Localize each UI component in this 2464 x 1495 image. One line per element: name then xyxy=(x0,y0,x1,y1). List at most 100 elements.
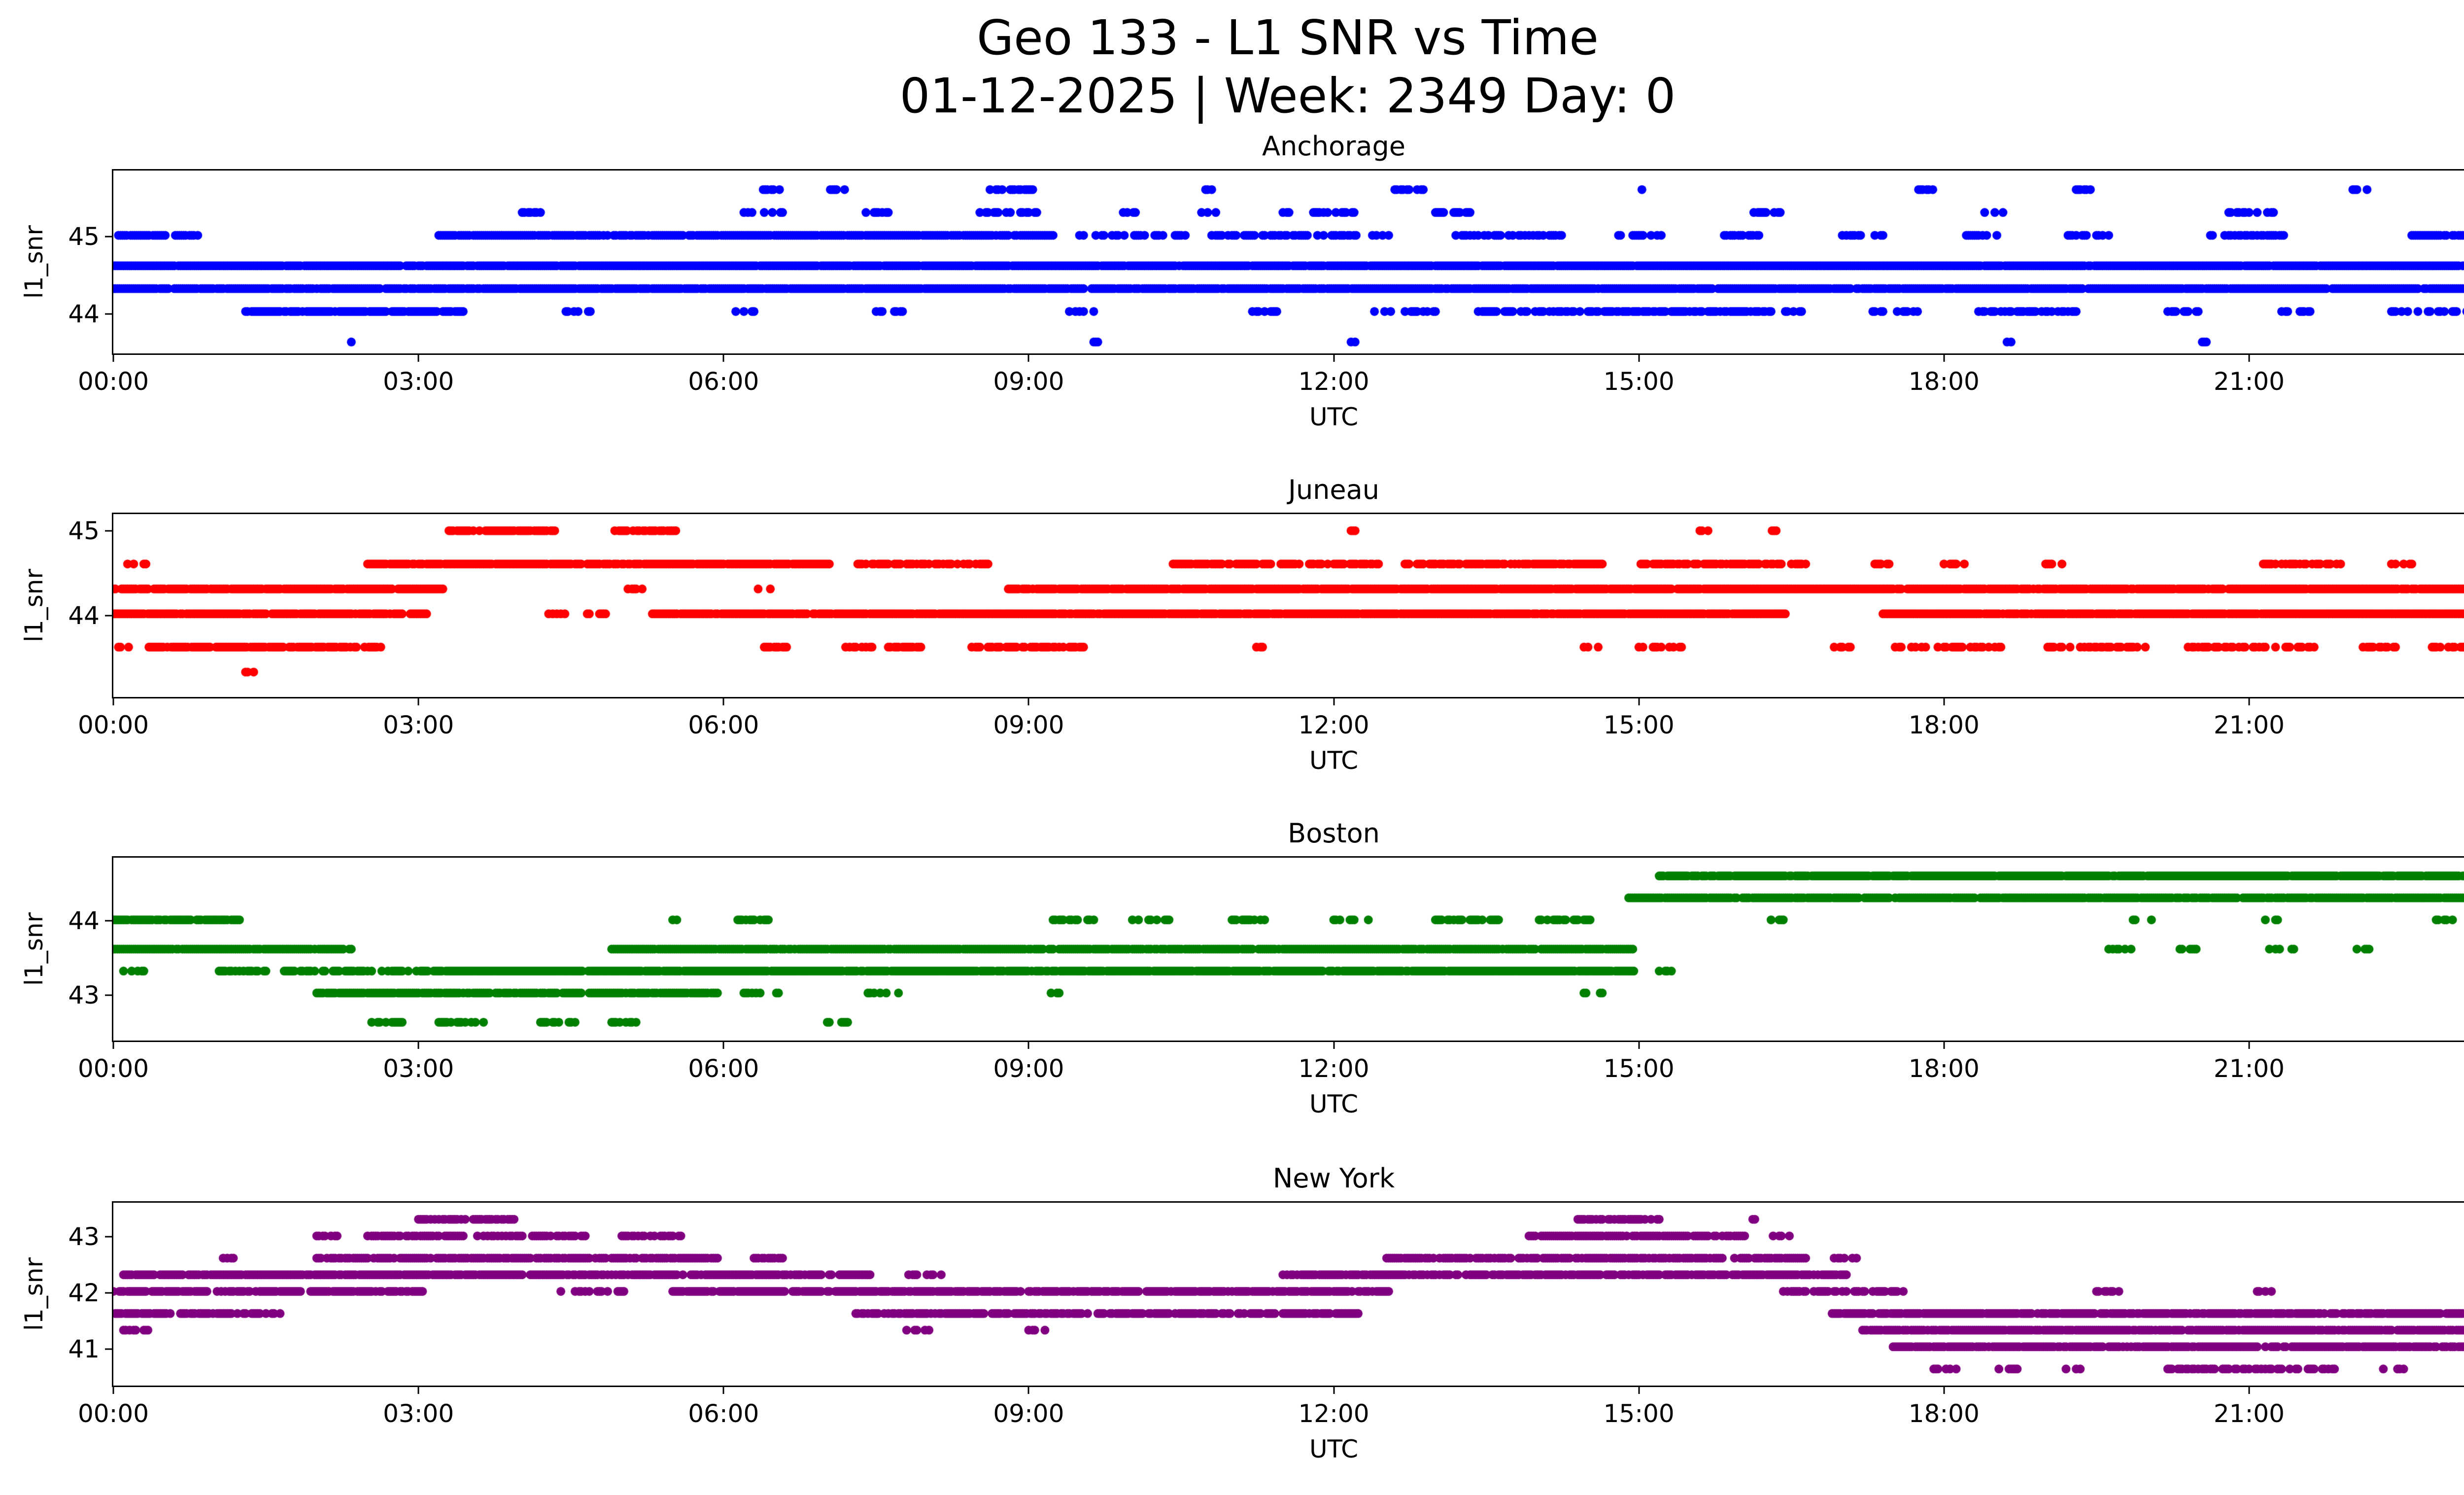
axes: l1_snr UTC 41 42 43 00:00 03:00 06:00 09:00 12:… xyxy=(20,1201,2464,1463)
x-tick-mark xyxy=(722,697,724,705)
x-tick-mark xyxy=(1943,353,1945,362)
x-tick-label: 00:00 xyxy=(77,1399,149,1428)
subplot-boston: Boston l1_snr UTC 43 44 00:00 03:00 06:00 09:… xyxy=(20,818,2464,1118)
x-tick-label: 09:00 xyxy=(993,367,1064,396)
y-tick-mark xyxy=(105,920,113,922)
x-tick-label: 00:00 xyxy=(77,1054,149,1083)
x-tick-label: 03:00 xyxy=(383,711,454,739)
scatter-points xyxy=(113,858,2464,1041)
y-tick-mark xyxy=(105,1348,113,1350)
scatter-points xyxy=(113,514,2464,697)
scatter-points xyxy=(113,1203,2464,1386)
y-tick-mark xyxy=(105,236,113,238)
y-tick-label: 42 xyxy=(68,1278,100,1307)
y-tick-mark xyxy=(105,1236,113,1238)
x-tick-mark xyxy=(1027,1386,1029,1394)
x-tick-mark xyxy=(1943,1041,1945,1049)
axes: l1_snr UTC 43 44 00:00 03:00 06:00 09:00 12:00… xyxy=(20,856,2464,1118)
x-tick-mark xyxy=(1333,1386,1335,1394)
y-tick-mark xyxy=(105,530,113,532)
x-tick-label: 18:00 xyxy=(1908,711,1980,739)
x-tick-mark xyxy=(1638,353,1640,362)
figure-title-line1: Geo 133 - L1 SNR vs Time xyxy=(977,10,1599,66)
x-tick-mark xyxy=(1333,697,1335,705)
x-tick-mark xyxy=(1027,353,1029,362)
x-tick-mark xyxy=(112,1041,114,1049)
x-tick-mark xyxy=(722,1386,724,1394)
subplot-juneau: Juneau l1_snr UTC 44 45 00:00 03:00 06:00 09:… xyxy=(20,474,2464,775)
y-tick-label: 44 xyxy=(68,906,100,936)
x-tick-mark xyxy=(112,353,114,362)
x-tick-label: 18:00 xyxy=(1908,367,1980,396)
y-tick-mark xyxy=(105,615,113,617)
y-tick-label: 44 xyxy=(68,299,100,328)
x-tick-mark xyxy=(1333,1041,1335,1049)
y-axis-label: l1_snr xyxy=(20,1257,48,1331)
x-tick-label: 21:00 xyxy=(2213,1399,2285,1428)
x-tick-label: 06:00 xyxy=(688,1399,759,1428)
axes: l1_snr UTC 44 45 00:00 03:00 06:00 09:00 12:00… xyxy=(20,169,2464,431)
y-tick-label: 44 xyxy=(68,601,100,630)
x-tick-mark xyxy=(722,1041,724,1049)
x-tick-mark xyxy=(1943,697,1945,705)
x-tick-label: 12:00 xyxy=(1298,1054,1369,1083)
y-tick-label: 45 xyxy=(68,517,100,546)
subplot-title: Boston xyxy=(1288,818,1380,849)
x-tick-label: 06:00 xyxy=(688,711,759,739)
y-tick-mark xyxy=(105,1292,113,1294)
x-tick-label: 15:00 xyxy=(1603,711,1675,739)
x-tick-label: 15:00 xyxy=(1603,1054,1675,1083)
x-axis-label: UTC xyxy=(1309,403,1359,431)
figure-title: Geo 133 - L1 SNR vs Time 01-12-2025 | We… xyxy=(0,9,2464,126)
subplot-title: Anchorage xyxy=(1262,131,1405,162)
x-tick-label: 12:00 xyxy=(1298,711,1369,739)
x-tick-label: 09:00 xyxy=(993,1399,1064,1428)
x-tick-label: 03:00 xyxy=(383,1054,454,1083)
x-tick-label: 00:00 xyxy=(77,711,149,739)
x-tick-mark xyxy=(1638,697,1640,705)
x-tick-label: 18:00 xyxy=(1908,1054,1980,1083)
y-tick-mark xyxy=(105,994,113,996)
x-tick-label: 12:00 xyxy=(1298,367,1369,396)
x-axis-label: UTC xyxy=(1309,1090,1359,1118)
y-tick-label: 41 xyxy=(68,1335,100,1364)
x-tick-mark xyxy=(417,697,419,705)
figure-title-line2: 01-12-2025 | Week: 2349 Day: 0 xyxy=(899,68,1676,124)
x-tick-mark xyxy=(112,697,114,705)
x-tick-mark xyxy=(722,353,724,362)
y-tick-label: 43 xyxy=(68,980,100,1009)
x-tick-label: 09:00 xyxy=(993,711,1064,739)
x-tick-mark xyxy=(417,1386,419,1394)
x-tick-label: 21:00 xyxy=(2213,711,2285,739)
x-tick-label: 06:00 xyxy=(688,367,759,396)
x-tick-mark xyxy=(1027,1041,1029,1049)
x-tick-mark xyxy=(417,1041,419,1049)
x-tick-mark xyxy=(1638,1386,1640,1394)
x-tick-mark xyxy=(2248,353,2250,362)
x-tick-mark xyxy=(2248,1386,2250,1394)
y-tick-mark xyxy=(105,313,113,315)
y-tick-label: 43 xyxy=(68,1222,100,1251)
x-tick-label: 00:00 xyxy=(77,367,149,396)
subplot-title: Juneau xyxy=(1288,474,1379,505)
x-axis-label: UTC xyxy=(1309,1435,1359,1463)
x-tick-label: 09:00 xyxy=(993,1054,1064,1083)
y-axis-label: l1_snr xyxy=(20,912,48,986)
x-tick-mark xyxy=(1943,1386,1945,1394)
y-tick-label: 45 xyxy=(68,222,100,251)
x-tick-label: 18:00 xyxy=(1908,1399,1980,1428)
x-tick-mark xyxy=(112,1386,114,1394)
x-tick-mark xyxy=(2248,1041,2250,1049)
x-tick-label: 03:00 xyxy=(383,1399,454,1428)
subplot-anchorage: Anchorage l1_snr UTC 44 45 00:00 03:00 06:00… xyxy=(20,131,2464,431)
y-axis-label: l1_snr xyxy=(20,225,48,299)
x-tick-label: 21:00 xyxy=(2213,367,2285,396)
x-tick-mark xyxy=(1333,353,1335,362)
subplot-title: New York xyxy=(1272,1163,1395,1194)
x-tick-label: 03:00 xyxy=(383,367,454,396)
x-tick-mark xyxy=(1638,1041,1640,1049)
axes: l1_snr UTC 44 45 00:00 03:00 06:00 09:00 12:00… xyxy=(20,513,2464,775)
x-tick-label: 15:00 xyxy=(1603,1399,1675,1428)
subplot-new-york: New York l1_snr UTC 41 42 43 00:00 03:00 06:0… xyxy=(20,1163,2464,1463)
